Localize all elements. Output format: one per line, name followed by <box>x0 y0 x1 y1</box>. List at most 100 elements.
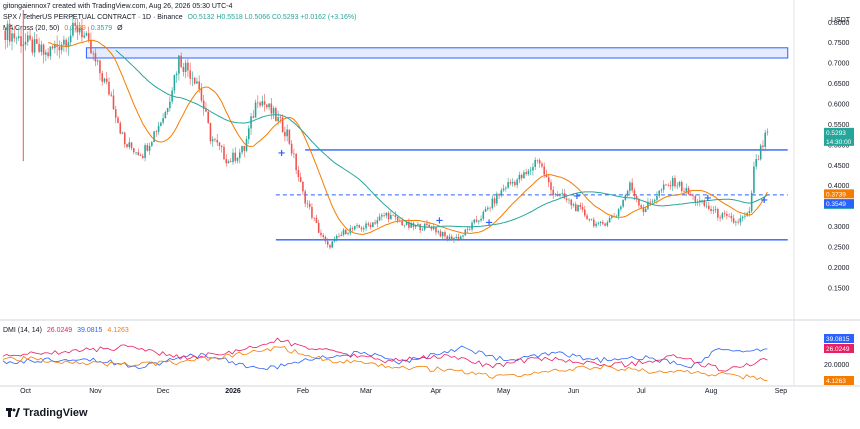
candle-body <box>676 185 679 187</box>
candle-body <box>308 203 311 207</box>
candle-body <box>396 216 399 221</box>
candle-body <box>480 218 482 221</box>
candle-body <box>351 228 354 230</box>
candle-body <box>126 144 128 148</box>
candle-body <box>667 184 670 186</box>
candle-body <box>615 216 618 217</box>
candle-body <box>31 39 34 53</box>
dmi-tick-label: 20.0000 <box>824 362 849 369</box>
candle-body <box>38 43 40 52</box>
time-tick-label: Sep <box>775 388 788 395</box>
time-tick-label: Jun <box>568 388 579 395</box>
candle-body <box>459 236 462 240</box>
candle-body <box>387 212 390 220</box>
candle-body <box>58 46 61 51</box>
price-badge <box>824 199 854 209</box>
candle-body <box>597 223 600 224</box>
candle-body <box>232 152 234 163</box>
candle-body <box>390 214 392 220</box>
time-tick-label: Apr <box>431 388 443 395</box>
ohlc-values: O0.5132 H0.5518 L0.5066 C0.5293 +0.0162 … <box>187 14 357 21</box>
candle-body <box>137 152 140 155</box>
candle-body <box>638 199 640 206</box>
candle-body <box>320 232 322 236</box>
candle-body <box>487 207 489 209</box>
candle-body <box>69 35 72 43</box>
candle-body <box>507 182 509 188</box>
candle-body <box>187 62 189 71</box>
candle-body <box>620 206 622 210</box>
candle-body <box>471 222 473 230</box>
candle-body <box>128 142 131 148</box>
candle-body <box>719 217 721 219</box>
candle-body <box>622 199 624 207</box>
candle-body <box>218 142 221 146</box>
candle-body <box>304 191 306 204</box>
candle-body <box>475 219 478 222</box>
candle-body <box>108 81 110 95</box>
candle-body <box>685 188 688 192</box>
candle-body <box>714 209 717 211</box>
price-tick-label: 0.7500 <box>828 40 850 47</box>
candle-body <box>403 224 406 226</box>
candle-body <box>54 44 56 49</box>
price-tick-label: 0.2000 <box>828 265 850 272</box>
time-tick-label: Aug <box>705 388 718 395</box>
candle-body <box>599 221 602 224</box>
candle-body <box>110 94 113 96</box>
candle-body <box>514 182 516 186</box>
candle-body <box>248 128 250 140</box>
candle-body <box>214 139 216 140</box>
dmi-plus-value: 39.0815 <box>77 327 103 334</box>
candle-body <box>272 108 275 114</box>
candle-body <box>755 159 757 167</box>
candle-body <box>227 161 230 164</box>
candle-body <box>284 131 286 137</box>
candle-body <box>324 236 327 242</box>
candle-body <box>329 244 331 248</box>
dmi-plus-di-line <box>2 345 768 371</box>
candle-body <box>518 174 521 180</box>
candle-body <box>378 216 381 221</box>
candle-body <box>568 199 570 201</box>
candle-body <box>326 241 329 245</box>
candle-body <box>563 193 566 199</box>
candle-body <box>453 237 455 241</box>
candle-body <box>90 39 92 54</box>
candle-body <box>744 215 746 217</box>
candle-body <box>642 207 645 213</box>
price-tick-label: 0.6500 <box>828 81 850 88</box>
candle-body <box>81 27 83 38</box>
candle-body <box>545 174 548 178</box>
candle-body <box>200 89 203 101</box>
candle-body <box>455 236 458 238</box>
candle-body <box>757 159 760 160</box>
candle-body <box>157 125 160 132</box>
candle-body <box>65 39 67 48</box>
tradingview-logo[interactable]: TradingView <box>6 407 88 419</box>
candle-body <box>647 201 649 209</box>
candle-body <box>344 229 347 235</box>
candle-body <box>40 44 43 52</box>
candle-body <box>263 101 266 105</box>
price-badge-countdown: 14:30:00 <box>826 139 852 146</box>
candle-body <box>313 217 315 219</box>
candle-body <box>180 55 182 68</box>
candle-body <box>238 152 241 159</box>
candle-body <box>11 33 13 42</box>
candle-body <box>383 215 385 216</box>
candle-body <box>665 184 667 186</box>
candle-body <box>60 44 63 51</box>
candle-body <box>437 231 440 233</box>
candle-body <box>723 213 726 215</box>
candle-body <box>196 81 198 84</box>
candle-body <box>311 206 313 218</box>
candle-body <box>101 73 104 82</box>
ma-extra: Ø <box>117 25 123 32</box>
candle-body <box>588 218 591 220</box>
candle-body <box>302 182 304 192</box>
candle-body <box>726 214 728 216</box>
candle-body <box>87 33 90 40</box>
